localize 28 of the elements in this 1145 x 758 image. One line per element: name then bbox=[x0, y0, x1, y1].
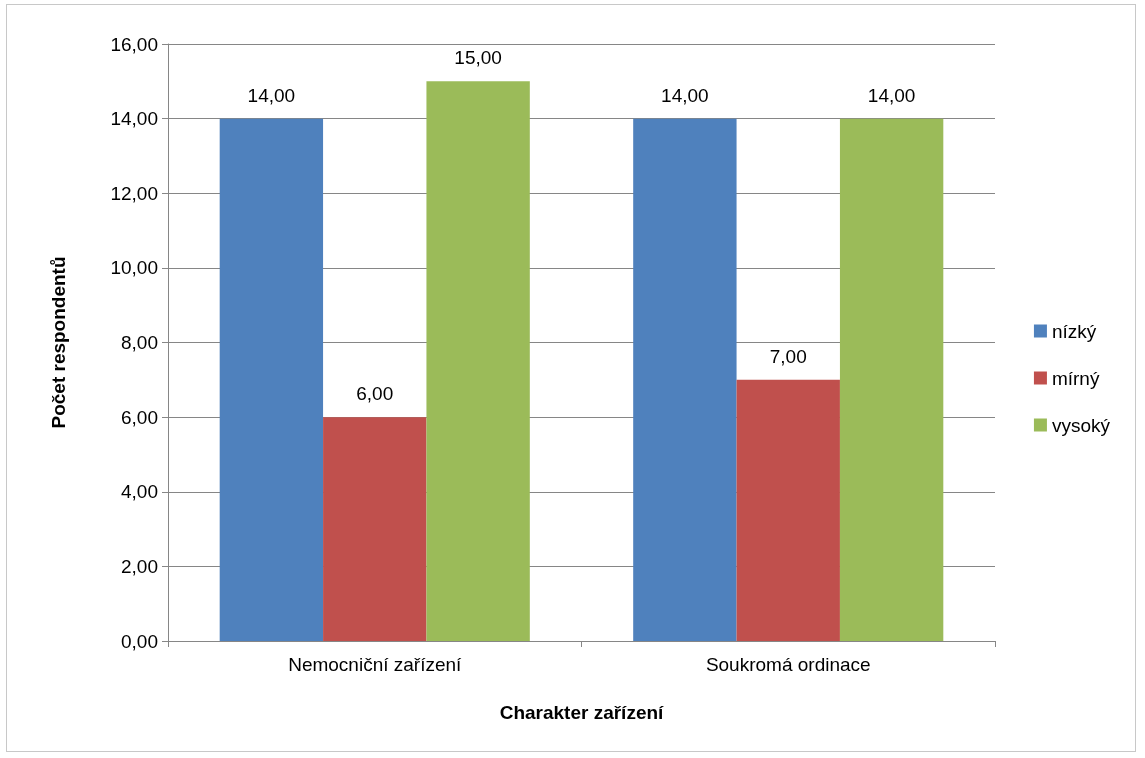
bar bbox=[426, 81, 530, 641]
y-axis-title: Počet respondentů bbox=[48, 256, 69, 429]
data-label: 14,00 bbox=[247, 84, 296, 106]
y-tick-label: 16,00 bbox=[110, 33, 158, 55]
x-tick-label: Nemocniční zařízení bbox=[288, 654, 463, 675]
x-tick-label: Soukromá ordinace bbox=[705, 654, 871, 675]
data-label: 14,00 bbox=[867, 84, 916, 106]
x-axis-title: Charakter zařízení bbox=[499, 702, 665, 723]
data-label: 6,00 bbox=[356, 383, 394, 405]
y-tick-label: 12,00 bbox=[110, 182, 158, 204]
data-label: 7,00 bbox=[769, 345, 807, 367]
bar bbox=[219, 118, 324, 641]
bar bbox=[839, 118, 944, 641]
data-label: 15,00 bbox=[454, 47, 502, 69]
legend-label: nízký bbox=[1051, 320, 1097, 342]
data-label: 14,00 bbox=[661, 84, 709, 106]
legend-label: vysoký bbox=[1051, 414, 1111, 436]
y-tick-label: 2,00 bbox=[121, 555, 158, 577]
y-tick-label: 0,00 bbox=[121, 630, 158, 652]
y-tick-label: 6,00 bbox=[121, 406, 158, 428]
y-tick-label: 14,00 bbox=[110, 108, 158, 130]
y-tick-label: 10,00 bbox=[110, 257, 158, 279]
legend-label: mírný bbox=[1051, 367, 1100, 389]
bar bbox=[736, 379, 840, 641]
y-tick-label: 8,00 bbox=[121, 332, 158, 353]
bar bbox=[323, 417, 427, 641]
y-tick-label: 4,00 bbox=[121, 481, 158, 503]
bar bbox=[633, 118, 737, 641]
